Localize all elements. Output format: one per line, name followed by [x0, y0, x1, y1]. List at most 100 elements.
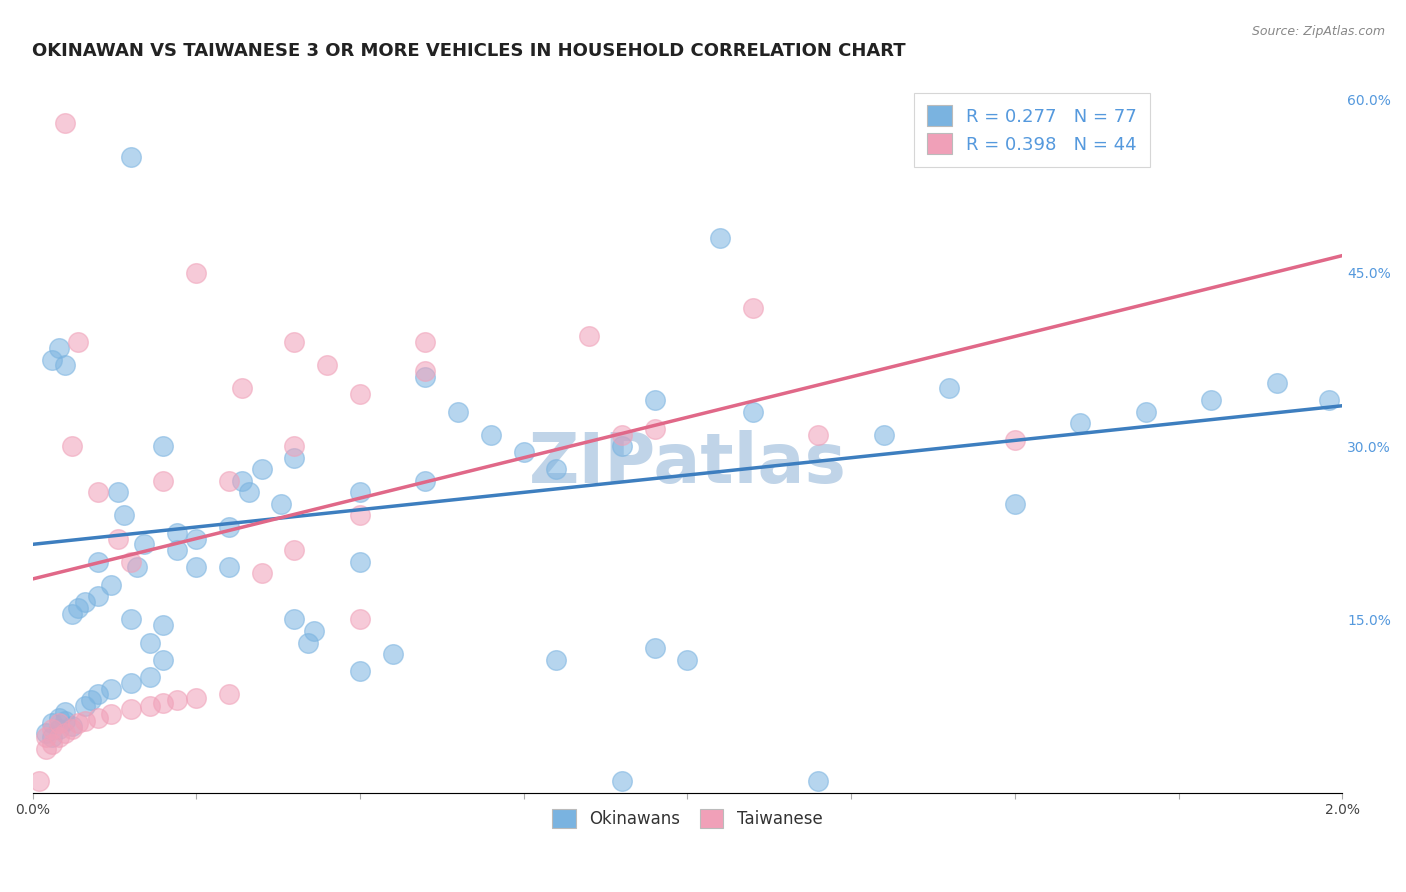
Point [302, 624, 325, 638]
Point [807, 774, 830, 789]
Point [218, 474, 240, 488]
Point [152, 696, 174, 710]
Point [60, 439, 83, 453]
Point [152, 439, 174, 453]
Point [297, 635, 319, 649]
Point [644, 392, 666, 407]
Point [107, 532, 129, 546]
Point [283, 543, 305, 558]
Point [166, 525, 188, 540]
Point [578, 329, 600, 343]
Point [166, 543, 188, 558]
Point [238, 485, 260, 500]
Point [741, 301, 763, 315]
Point [938, 381, 960, 395]
Point [127, 560, 149, 574]
Point [166, 693, 188, 707]
Point [479, 427, 502, 442]
Point [415, 370, 437, 384]
Point [100, 578, 122, 592]
Point [67, 716, 90, 731]
Point [283, 450, 305, 465]
Point [139, 670, 162, 684]
Point [73, 595, 96, 609]
Point [349, 612, 371, 626]
Point [546, 653, 568, 667]
Point [1004, 434, 1026, 448]
Point [120, 612, 142, 626]
Point [231, 474, 253, 488]
Point [381, 647, 404, 661]
Text: Source: ZipAtlas.com: Source: ZipAtlas.com [1251, 25, 1385, 38]
Point [546, 462, 568, 476]
Legend: Okinawans, Taiwanese: Okinawans, Taiwanese [546, 802, 830, 834]
Point [87, 688, 110, 702]
Point [120, 151, 142, 165]
Point [120, 676, 142, 690]
Point [41, 352, 63, 367]
Point [186, 266, 208, 280]
Point [139, 699, 162, 714]
Point [139, 635, 162, 649]
Point [218, 520, 240, 534]
Point [152, 618, 174, 632]
Point [512, 445, 534, 459]
Point [41, 737, 63, 751]
Point [60, 719, 83, 733]
Point [218, 560, 240, 574]
Point [283, 612, 305, 626]
Point [1135, 404, 1157, 418]
Point [87, 485, 110, 500]
Point [415, 474, 437, 488]
Point [60, 607, 83, 621]
Point [48, 341, 70, 355]
Point [41, 722, 63, 736]
Point [283, 335, 305, 350]
Point [41, 730, 63, 744]
Point [316, 359, 339, 373]
Text: ZIPatlas: ZIPatlas [529, 430, 846, 497]
Point [1265, 376, 1288, 390]
Point [644, 422, 666, 436]
Point [250, 566, 273, 581]
Point [67, 600, 90, 615]
Point [415, 335, 437, 350]
Point [73, 714, 96, 728]
Point [60, 722, 83, 736]
Point [283, 439, 305, 453]
Point [132, 537, 155, 551]
Point [186, 532, 208, 546]
Point [41, 716, 63, 731]
Point [53, 359, 76, 373]
Point [48, 722, 70, 736]
Point [447, 404, 470, 418]
Point [73, 699, 96, 714]
Point [186, 560, 208, 574]
Point [1201, 392, 1223, 407]
Point [415, 364, 437, 378]
Point [349, 485, 371, 500]
Point [53, 116, 76, 130]
Point [53, 714, 76, 728]
Point [741, 404, 763, 418]
Point [1004, 497, 1026, 511]
Point [48, 716, 70, 731]
Point [67, 335, 90, 350]
Point [610, 427, 633, 442]
Point [107, 485, 129, 500]
Point [1069, 416, 1091, 430]
Point [34, 730, 56, 744]
Point [34, 725, 56, 739]
Point [152, 653, 174, 667]
Point [610, 439, 633, 453]
Point [87, 590, 110, 604]
Point [1317, 392, 1340, 407]
Point [873, 427, 896, 442]
Point [349, 555, 371, 569]
Point [87, 555, 110, 569]
Text: OKINAWAN VS TAIWANESE 3 OR MORE VEHICLES IN HOUSEHOLD CORRELATION CHART: OKINAWAN VS TAIWANESE 3 OR MORE VEHICLES… [32, 42, 905, 60]
Point [48, 710, 70, 724]
Point [100, 681, 122, 696]
Point [349, 508, 371, 523]
Point [112, 508, 135, 523]
